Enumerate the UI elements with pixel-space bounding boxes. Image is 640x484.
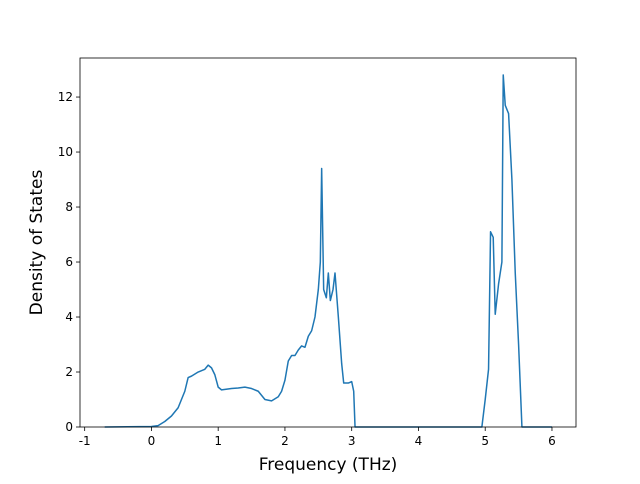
y-axis-label: Density of States xyxy=(27,170,47,316)
y-tick-label: 6 xyxy=(65,255,73,269)
y-tick-label: 2 xyxy=(65,365,73,379)
y-tick-label: 12 xyxy=(58,90,73,104)
y-tick-label: 0 xyxy=(65,420,73,434)
y-tick-label: 8 xyxy=(65,200,73,214)
x-tick-label: 4 xyxy=(415,434,423,448)
axes-frame xyxy=(79,57,577,428)
x-tick-label: 0 xyxy=(148,434,156,448)
plot-area xyxy=(104,74,552,428)
x-tick-label: 6 xyxy=(548,434,556,448)
x-tick-label: 3 xyxy=(348,434,356,448)
x-axis-label: Frequency (THz) xyxy=(259,455,398,475)
line-series xyxy=(104,74,552,428)
x-tick-label: 5 xyxy=(481,434,489,448)
y-tick-label: 4 xyxy=(65,310,73,324)
x-tick-label: 1 xyxy=(214,434,222,448)
y-tick-label: 10 xyxy=(58,145,73,159)
x-tick-label: -1 xyxy=(79,434,91,448)
x-tick-label: 2 xyxy=(281,434,289,448)
